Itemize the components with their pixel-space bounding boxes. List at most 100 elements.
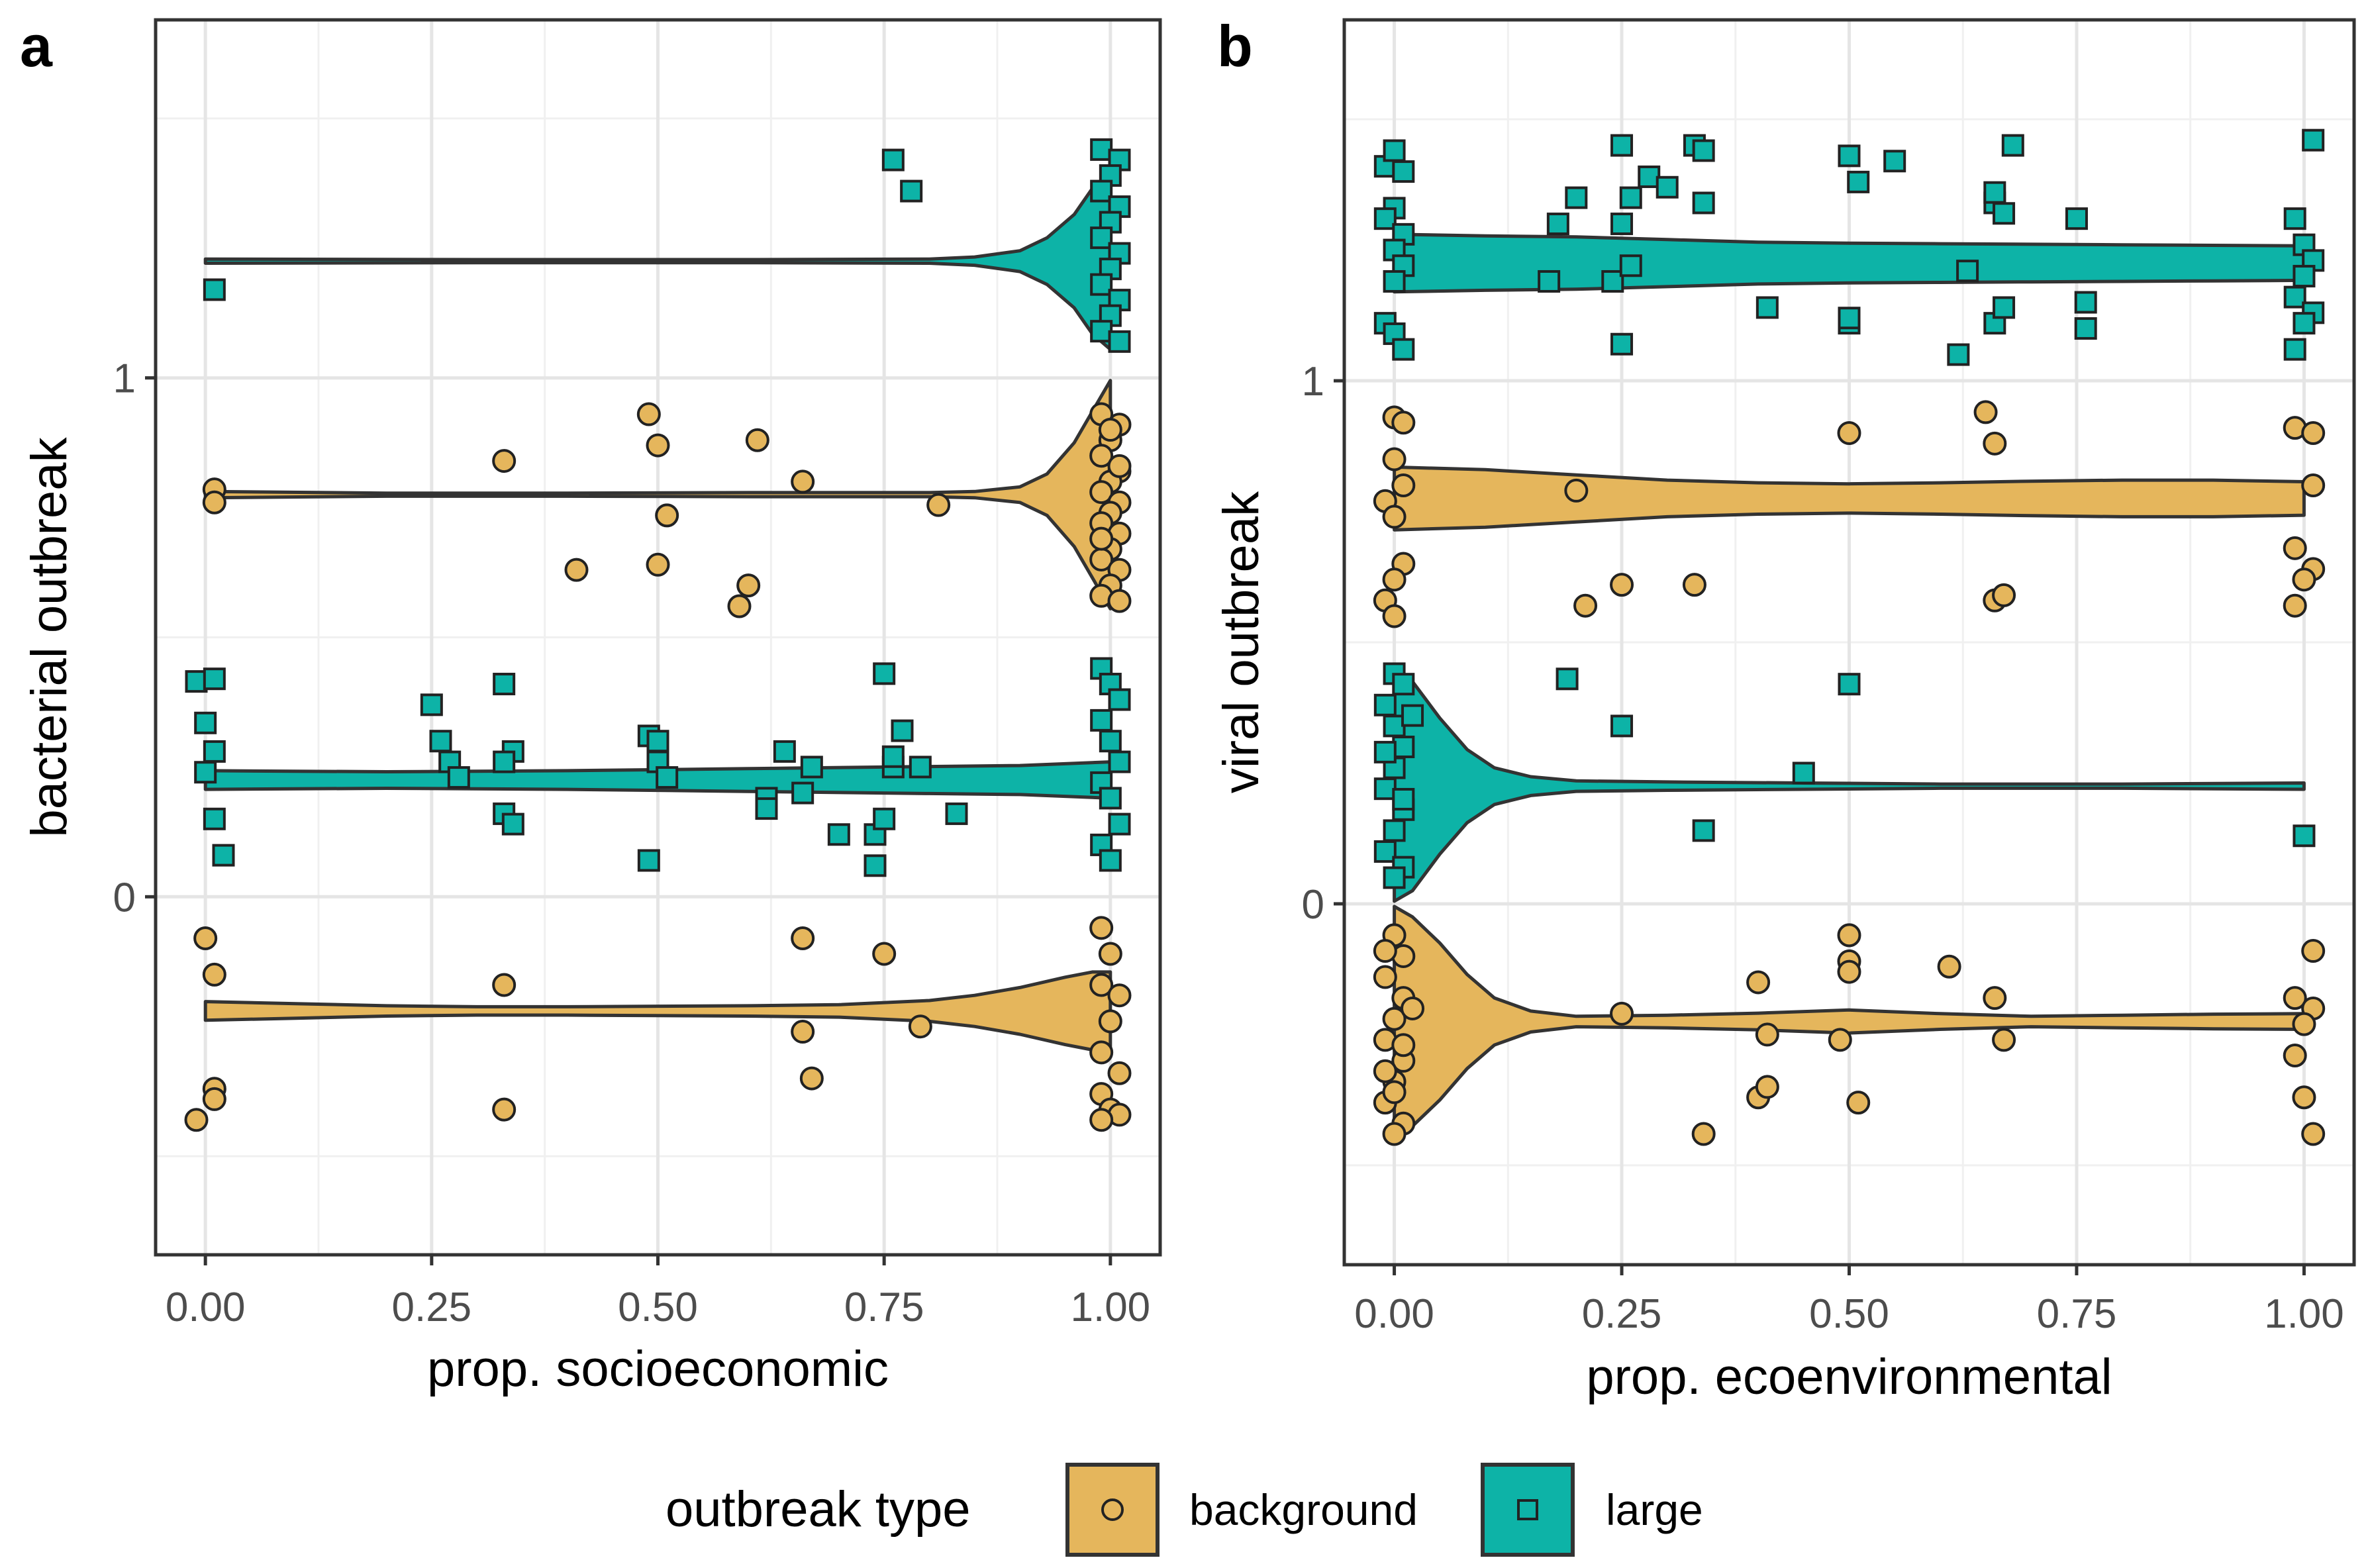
point-large — [1538, 270, 1561, 293]
point-large — [2065, 207, 2088, 230]
point-large — [1392, 160, 1415, 183]
point-large — [203, 278, 226, 301]
point-large — [1383, 270, 1406, 293]
point-background — [492, 973, 517, 997]
point-large — [2283, 285, 2306, 309]
point-large — [501, 812, 524, 836]
point-large — [1108, 688, 1131, 711]
point-background — [2301, 421, 2326, 446]
point-large — [1108, 330, 1131, 353]
point-background — [1098, 418, 1122, 442]
point-large — [1838, 673, 1861, 696]
panel-b-xtick-4: 1.00 — [2264, 1291, 2344, 1337]
point-background — [1391, 411, 1416, 435]
point-large — [1692, 191, 1715, 215]
point-large — [1993, 296, 2016, 319]
point-large — [864, 854, 887, 877]
point-background — [791, 1020, 815, 1044]
point-large — [800, 756, 823, 779]
point-large — [1392, 787, 1415, 810]
panel-b-points — [1373, 128, 2326, 1146]
point-background — [1089, 526, 1114, 551]
legend-title: outbreak type — [666, 1481, 971, 1538]
point-background — [1983, 986, 2007, 1010]
point-background — [2283, 986, 2307, 1010]
legend-label-background: background — [1189, 1485, 1418, 1534]
point-large — [1090, 226, 1113, 250]
point-background — [1382, 1122, 1407, 1146]
point-large — [203, 807, 226, 830]
point-background — [492, 449, 517, 473]
panel-a-y-axis-title: bacterial outbreak — [21, 436, 77, 837]
point-large — [1401, 704, 1424, 727]
point-background — [1382, 1080, 1407, 1104]
panel-a-ytick-1: 1 — [113, 356, 136, 402]
panel-a-xtick-4: 1.00 — [1070, 1285, 1150, 1330]
point-background — [1107, 983, 1132, 1008]
point-large — [1619, 254, 1642, 277]
point-large — [1108, 750, 1131, 773]
point-background — [2283, 593, 2307, 618]
point-large — [1610, 213, 1634, 236]
point-large — [1373, 777, 1397, 801]
point-background — [2301, 473, 2326, 498]
point-large — [2302, 128, 2325, 152]
panel-b-xtick-3: 0.75 — [2037, 1291, 2117, 1337]
legend: outbreak type background large — [666, 1463, 1703, 1557]
point-large — [656, 766, 679, 789]
point-large — [873, 662, 896, 685]
panel-b-ytick-0: 0 — [1302, 882, 1324, 928]
violin-background-2 — [203, 379, 1112, 611]
point-large — [203, 740, 226, 763]
point-background — [736, 573, 761, 598]
point-background — [1382, 567, 1407, 592]
point-background — [1382, 1006, 1407, 1031]
point-large — [1090, 138, 1113, 161]
point-background — [1573, 593, 1598, 618]
point-background — [202, 1087, 226, 1111]
point-background — [2292, 1012, 2316, 1036]
point-large — [203, 667, 226, 691]
point-background — [791, 469, 815, 494]
point-background — [2301, 1122, 2326, 1146]
panel-b-y-axis-title: viral outbreak — [1213, 491, 1269, 793]
point-background — [2283, 1044, 2307, 1068]
point-background — [1973, 400, 1998, 424]
point-large — [1373, 693, 1397, 716]
point-background — [646, 552, 670, 577]
point-large — [1838, 144, 1861, 168]
point-large — [1546, 213, 1569, 236]
point-background — [1373, 939, 1397, 963]
point-background — [1089, 916, 1114, 940]
point-large — [1090, 273, 1113, 296]
point-background — [1401, 996, 1425, 1020]
point-large — [827, 823, 850, 846]
point-large — [1392, 338, 1415, 361]
panel-b-xtick-2: 0.50 — [1809, 1291, 1889, 1337]
point-large — [2074, 317, 2097, 340]
point-background — [1564, 478, 1589, 503]
point-large — [185, 670, 208, 693]
point-background — [1089, 1040, 1114, 1065]
point-large — [1373, 740, 1397, 763]
point-large — [1383, 139, 1406, 162]
point-background — [193, 926, 218, 950]
point-large — [881, 148, 905, 172]
point-large — [2283, 207, 2306, 230]
point-large — [1838, 307, 1861, 330]
point-background — [791, 926, 815, 950]
point-large — [1692, 139, 1715, 162]
point-background — [1107, 1061, 1132, 1085]
panel-a-xtick-2: 0.50 — [618, 1285, 698, 1330]
violin-large-1 — [1393, 669, 2306, 903]
panel-b: b 0.00 0.25 0.50 0.75 1.00 0 1 prop. eco… — [1213, 13, 2356, 1405]
point-large — [420, 693, 443, 716]
point-large — [2293, 312, 2316, 335]
point-background — [1391, 1033, 1416, 1057]
point-large — [1847, 170, 1870, 193]
point-large — [900, 179, 923, 203]
point-background — [1373, 965, 1397, 989]
panel-a-xtick-0: 0.00 — [166, 1285, 246, 1330]
point-background — [1746, 970, 1771, 995]
point-background — [1837, 923, 1861, 948]
